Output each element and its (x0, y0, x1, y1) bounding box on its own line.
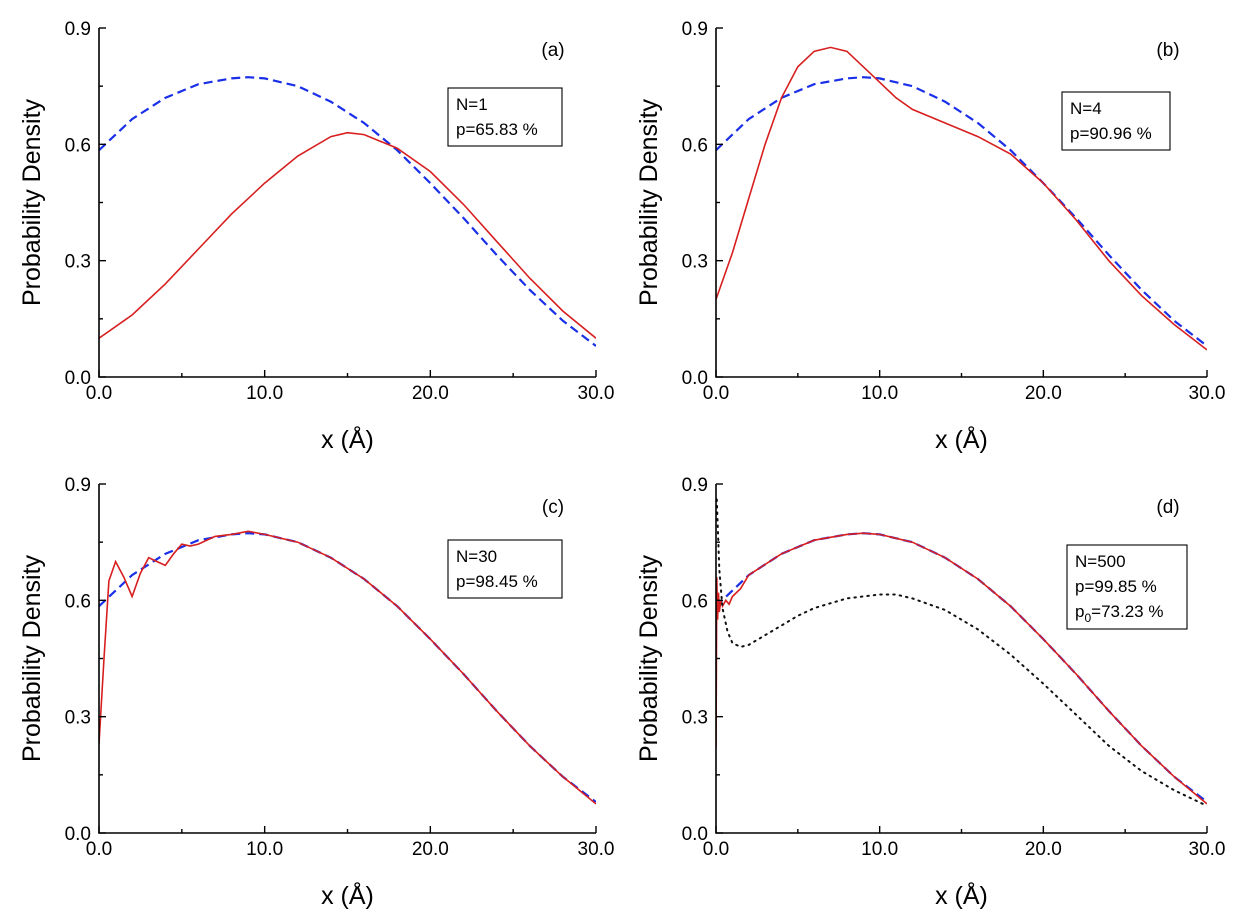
x-tick-label: 30.0 (1189, 839, 1226, 860)
y-tick-label: 0.3 (65, 252, 91, 273)
x-axis-label: x (Å) (321, 424, 374, 454)
y-tick-label: 0.6 (65, 135, 91, 156)
y-axis-label: Probability Density (635, 554, 663, 762)
y-tick-label: 0.6 (682, 591, 708, 612)
annotation-box (1061, 91, 1171, 151)
annotation-box (1066, 544, 1188, 630)
panel-c: 0.0 10.0 20.0 30.0 0.0 0.3 0.6 0.9 x (Å) Probabil… (18, 475, 614, 910)
x-tick-label: 30.0 (1189, 383, 1226, 404)
x-tick-label: 20.0 (412, 383, 449, 404)
x-axis-label: x (Å) (321, 880, 374, 910)
annotation-line: N=30 (456, 547, 497, 566)
axis-frame (98, 484, 596, 834)
y-tick-label: 0.6 (682, 135, 708, 156)
x-tick-label: 0.0 (703, 839, 729, 860)
y-tick-label: 0.9 (65, 19, 91, 40)
y-tick-label: 0.3 (65, 708, 91, 729)
x-tick-label: 30.0 (578, 839, 615, 860)
x-tick-label: 20.0 (412, 839, 449, 860)
series-line-exact (99, 76, 596, 347)
x-tick-label: 10.0 (246, 839, 283, 860)
x-tick-label: 10.0 (861, 839, 898, 860)
x-tick-label: 0.0 (86, 383, 112, 404)
y-tick-label: 0.3 (682, 708, 708, 729)
series-line-exact (716, 76, 1207, 347)
annotation-line: p=99.85 % (1075, 577, 1157, 596)
x-tick-label: 0.0 (703, 383, 729, 404)
y-tick-label: 0.0 (682, 824, 708, 845)
y-tick-label: 0.0 (682, 368, 708, 389)
annotation-line: N=1 (456, 95, 488, 114)
x-tick-label: 0.0 (86, 839, 112, 860)
y-tick-label: 0.0 (65, 368, 91, 389)
y-tick-label: 0.9 (682, 19, 708, 40)
panel-b: 0.0 10.0 20.0 30.0 0.0 0.3 0.6 0.9 x (Å) Probabil… (635, 19, 1225, 454)
series-line-n-1 (99, 131, 596, 339)
annotation-line: p=65.83 % (456, 120, 538, 139)
series-line-n-30 (99, 530, 596, 805)
x-tick-label: 20.0 (1025, 383, 1062, 404)
y-tick-label: 0.3 (682, 252, 708, 273)
annotation-line: p=90.96 % (1070, 124, 1152, 143)
y-axis-label: Probability Density (635, 98, 663, 306)
x-tick-label: 10.0 (861, 383, 898, 404)
annotation-box (447, 87, 563, 147)
y-axis-label: Probability Density (18, 554, 46, 762)
x-tick-label: 30.0 (578, 383, 615, 404)
annotation-line: p0=73.23 % (1075, 602, 1163, 625)
series-line-n-4 (716, 46, 1207, 351)
y-tick-label: 0.9 (65, 475, 91, 496)
y-tick-label: 0.6 (65, 591, 91, 612)
annotation-line: N=500 (1075, 552, 1126, 571)
panel-label: (c) (542, 497, 564, 518)
axis-frame (715, 484, 1207, 834)
axis-frame (98, 28, 596, 378)
panel-label: (b) (1156, 40, 1179, 61)
x-tick-label: 20.0 (1025, 839, 1062, 860)
annotation-line: p=98.45 % (456, 572, 538, 591)
panel-label: (d) (1156, 497, 1179, 518)
series-line-n-500 (716, 532, 1207, 805)
y-tick-label: 0.0 (65, 824, 91, 845)
panel-a: 0.0 10.0 20.0 30.0 0.0 0.3 0.6 0.9 x (Å) Probabil… (18, 19, 614, 454)
x-tick-label: 10.0 (246, 383, 283, 404)
series-line-p0 (716, 498, 1207, 807)
panel-label: (a) (541, 40, 564, 61)
annotation-line: N=4 (1070, 99, 1102, 118)
x-axis-label: x (Å) (935, 880, 988, 910)
x-axis-label: x (Å) (935, 424, 988, 454)
annotation-box (447, 539, 563, 599)
y-tick-label: 0.9 (682, 475, 708, 496)
axis-frame (715, 28, 1207, 378)
panel-d: 0.0 10.0 20.0 30.0 0.0 0.3 0.6 0.9 x (Å) Probabil… (635, 475, 1225, 910)
y-axis-label: Probability Density (18, 98, 46, 306)
